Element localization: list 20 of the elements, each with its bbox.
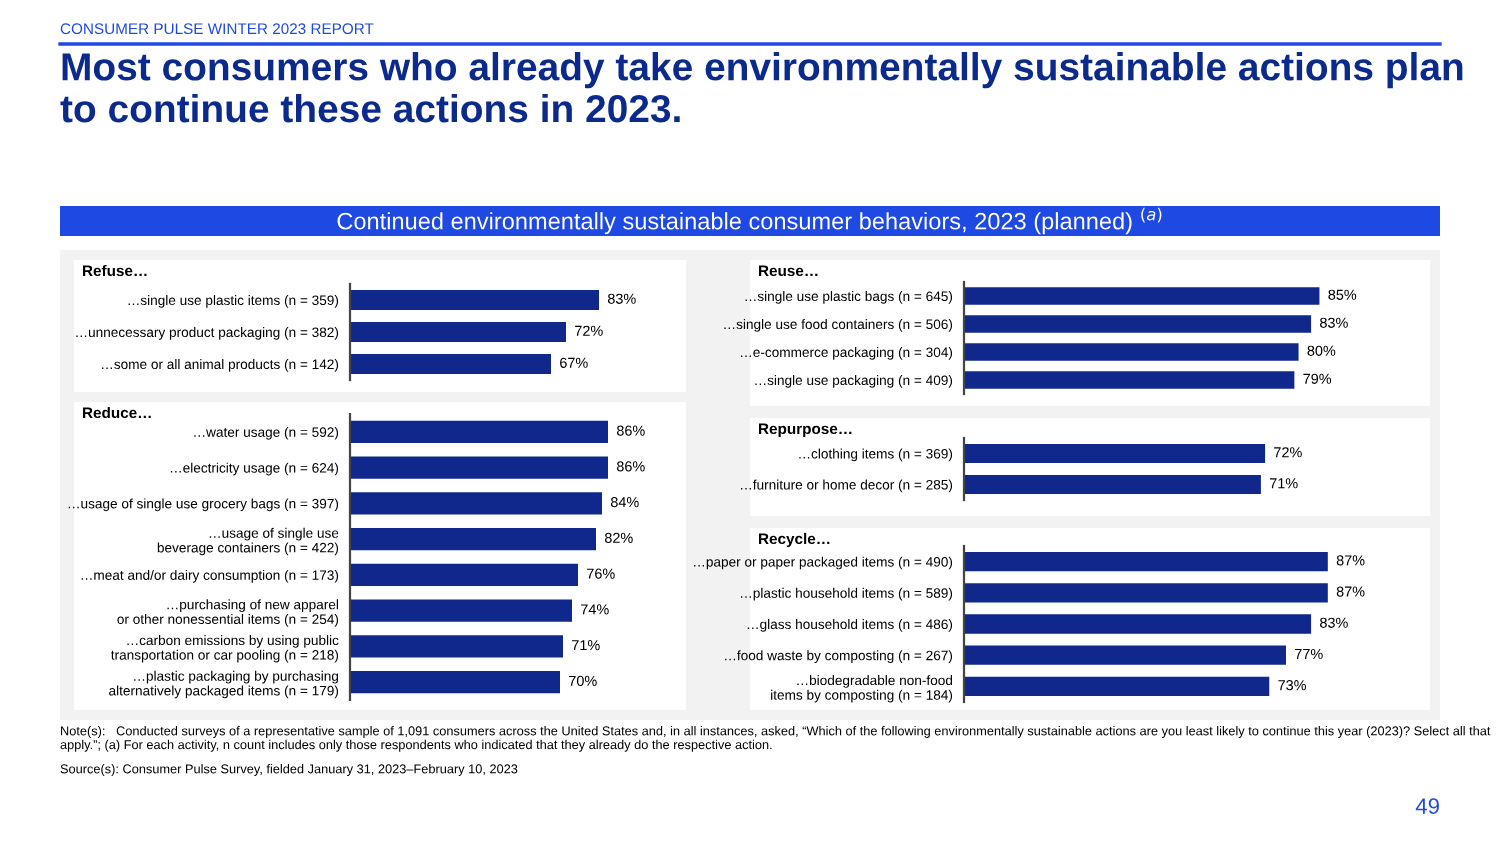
- bar: [964, 371, 1295, 389]
- bar: [350, 635, 563, 658]
- bar: [350, 528, 596, 551]
- bar: [350, 563, 578, 586]
- bar: [350, 420, 608, 443]
- bar: [964, 645, 1286, 665]
- text: 49: [1415, 798, 1439, 814]
- bar: [964, 551, 1328, 572]
- bar: [964, 315, 1312, 333]
- bar: [350, 671, 560, 694]
- bar: [964, 614, 1312, 634]
- text: Continued environmentally sustainable consumer behaviors, 2023 (planned) $^{(a)}$: [337, 207, 1162, 235]
- bar: [964, 583, 1328, 603]
- bar: [350, 492, 602, 515]
- bar: [350, 456, 608, 479]
- bar: [964, 287, 1320, 305]
- text: Most consumers who already take environmentally sustainable actions plan to continue these actions in 2023.: [60, 52, 1463, 123]
- bar: [350, 599, 572, 622]
- bar: [964, 343, 1299, 361]
- bar: [964, 676, 1270, 697]
